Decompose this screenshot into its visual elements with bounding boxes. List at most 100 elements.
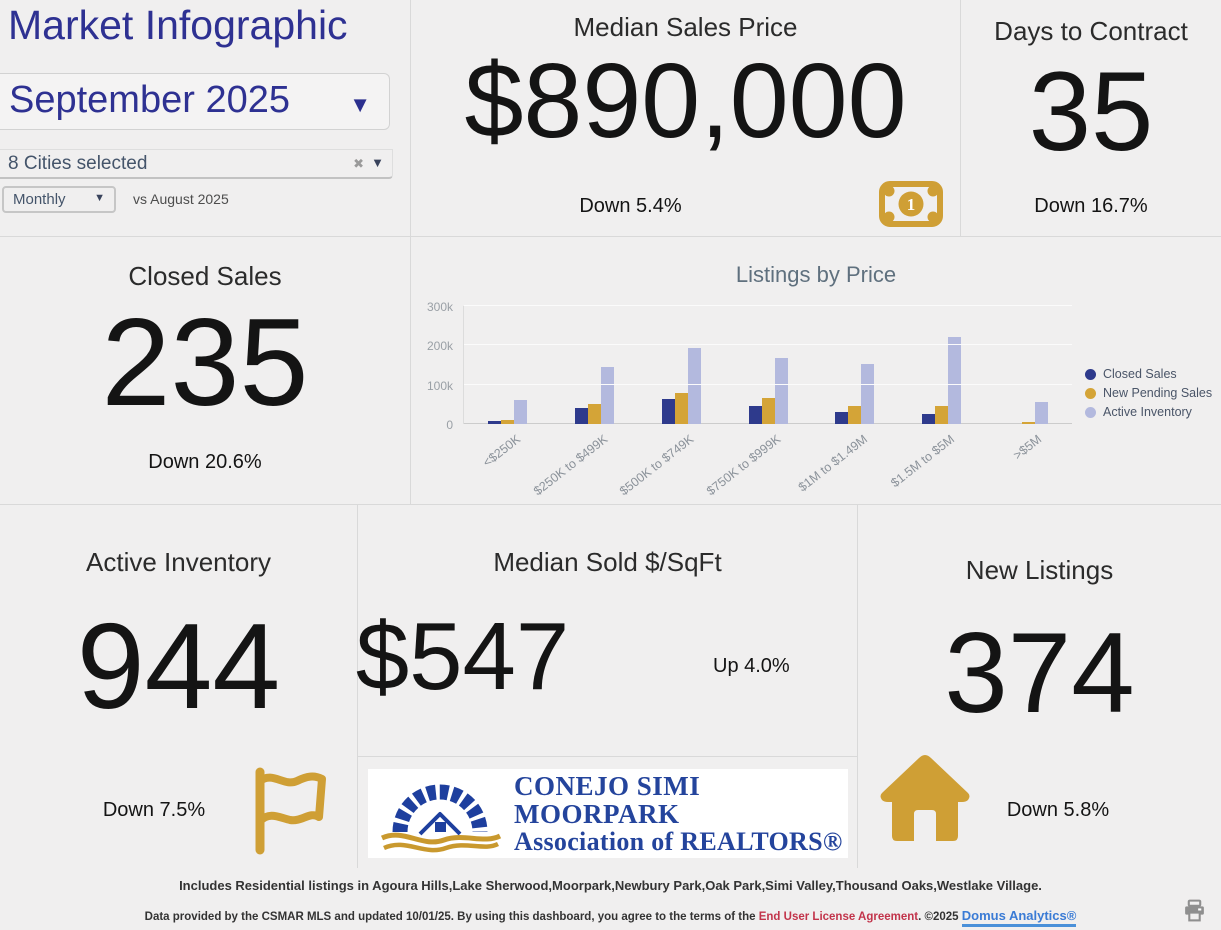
- bar-active-inventory: [513, 400, 527, 424]
- median-sold-sqft-value: $547: [355, 603, 570, 710]
- comparison-label: vs August 2025: [133, 191, 229, 207]
- eula-link[interactable]: End User License Agreement: [758, 911, 919, 923]
- new-listings-tile: New Listings 374 Down 5.8%: [858, 505, 1221, 868]
- clear-selection-icon[interactable]: ✖: [353, 156, 364, 171]
- x-axis-label: $1M to $1.49M: [796, 432, 871, 495]
- footer-coverage-note: Includes Residential listings in Agoura …: [179, 878, 1042, 893]
- association-logo-emblem-icon: [380, 784, 502, 852]
- money-bill-icon: 1: [879, 181, 943, 227]
- bar-active-inventory: [861, 364, 875, 424]
- association-logo: CONEJO SIMI MOORPARK Association of REAL…: [368, 769, 848, 858]
- legend-dot-icon: [1085, 368, 1096, 380]
- bar-group: $1.5M to $5M: [888, 306, 985, 490]
- gridline: [464, 305, 1072, 306]
- x-axis-label: $500K to $749K: [617, 432, 697, 499]
- y-axis-tick: 200k: [426, 339, 453, 354]
- legend-label: Closed Sales: [1103, 367, 1177, 381]
- bar-active-inventory: [687, 347, 701, 424]
- x-axis-label: >$5M: [1010, 432, 1045, 463]
- x-axis-label: <$250K: [480, 432, 524, 470]
- days-to-contract-tile: Days to Contract 35 Down 16.7%: [961, 0, 1221, 237]
- tile-title: New Listings: [965, 555, 1114, 585]
- bar-new-pending-sales: [935, 406, 949, 424]
- month-dropdown[interactable]: September 2025 ▼: [0, 73, 390, 130]
- bar-active-inventory: [774, 357, 788, 424]
- legend-item[interactable]: New Pending Sales: [1085, 386, 1212, 400]
- change-label: Up 4.0%: [713, 655, 790, 677]
- change-label: Down 7.5%: [102, 799, 206, 821]
- legend-item[interactable]: Active Inventory: [1085, 405, 1212, 419]
- legend-dot-icon: [1085, 406, 1096, 418]
- chevron-down-icon: ▼: [349, 92, 371, 117]
- closed-sales-tile: Closed Sales 235 Down 20.6%: [0, 237, 411, 505]
- change-label: Down 16.7%: [1034, 195, 1148, 217]
- footer-attribution-text: Data provided by the CSMAR MLS and updat…: [144, 911, 759, 923]
- chart-plot: <$250K $250K to $499K $500K to $749K $750K …: [463, 305, 1072, 498]
- gridline: [464, 344, 1072, 346]
- legend-item[interactable]: Closed Sales: [1085, 367, 1212, 381]
- bar-closed-sales: [835, 412, 849, 424]
- bar-new-pending-sales: [500, 420, 514, 424]
- y-axis-tick: 0: [446, 418, 453, 432]
- legend-dot-icon: [1085, 387, 1096, 399]
- chevron-down-icon: ▼: [94, 192, 105, 204]
- bar-new-pending-sales: [761, 398, 775, 424]
- bar-group: $1M to $1.49M: [796, 306, 898, 494]
- x-axis-label: $1.5M to $5M: [888, 432, 958, 491]
- legend-label: New Pending Sales: [1103, 386, 1213, 400]
- bar-group: <$250K: [464, 306, 551, 470]
- tile-title: Active Inventory: [86, 547, 271, 577]
- y-axis-tick: 300k: [426, 300, 453, 314]
- bar-new-pending-sales: [1022, 422, 1036, 424]
- change-label: Down 20.6%: [148, 451, 262, 473]
- association-name: CONEJO SIMI MOORPARK: [514, 770, 701, 829]
- bar-closed-sales: [922, 414, 936, 424]
- active-inventory-tile: Active Inventory 944 Down 7.5%: [0, 505, 358, 868]
- days-to-contract-value: 35: [1028, 49, 1154, 174]
- cities-dropdown-value: 8 Cities selected: [8, 153, 148, 174]
- bar-group: $250K to $499K: [531, 306, 638, 498]
- period-dropdown[interactable]: Monthly ▼: [2, 186, 116, 213]
- legend-label: Active Inventory: [1103, 405, 1192, 419]
- change-label: Down 5.8%: [1006, 799, 1110, 821]
- bar-closed-sales: [661, 399, 675, 424]
- median-sales-price-tile: Median Sales Price $890,000 Down 5.4% 1: [411, 0, 961, 237]
- association-logo-text: CONEJO SIMI MOORPARK Association of REAL…: [514, 772, 848, 855]
- flag-icon: [255, 767, 326, 855]
- chevron-down-icon: ▼: [371, 155, 384, 170]
- chart-y-axis: 0 100k 200k 300k: [411, 300, 457, 432]
- association-subtitle: Association of REALTORS®: [514, 827, 843, 857]
- new-listings-value: 374: [944, 610, 1135, 737]
- median-sold-sqft-tile: Median Sold $/SqFt $547 Up 4.0%: [356, 505, 858, 757]
- x-axis-label: $750K to $999K: [704, 432, 784, 499]
- bar-closed-sales: [748, 406, 762, 424]
- bar-active-inventory: [600, 367, 614, 424]
- listings-by-price-chart: Listings by Price 0 100k 200k 300k <$250K $2…: [411, 237, 1221, 505]
- tile-title: Days to Contract: [994, 16, 1188, 46]
- month-dropdown-value: September 2025: [9, 79, 290, 121]
- footer: Includes Residential listings in Agoura …: [0, 868, 1221, 930]
- page-title: Market Infographic: [8, 2, 348, 48]
- bar-closed-sales: [574, 408, 588, 424]
- printer-icon[interactable]: [1182, 898, 1207, 923]
- period-dropdown-value: Monthly: [13, 191, 66, 208]
- change-label: Down 5.4%: [579, 195, 682, 217]
- active-inventory-value: 944: [76, 598, 281, 734]
- tile-title: Closed Sales: [128, 261, 282, 291]
- money-bill-label: 1: [907, 195, 916, 214]
- bar-new-pending-sales: [674, 392, 688, 424]
- cities-dropdown[interactable]: 8 Cities selected ✖ ▼: [0, 149, 393, 179]
- footer-attribution: Data provided by the CSMAR MLS and updat…: [0, 908, 1221, 927]
- footer-copyright-text: . ©2025: [918, 911, 962, 923]
- bar-new-pending-sales: [848, 405, 862, 424]
- tile-title: Median Sales Price: [573, 12, 798, 42]
- association-logo-tile: CONEJO SIMI MOORPARK Association of REAL…: [358, 757, 858, 868]
- chart-title: Listings by Price: [735, 262, 897, 287]
- bar-new-pending-sales: [587, 404, 601, 424]
- bar-closed-sales: [487, 420, 501, 424]
- domus-analytics-link[interactable]: Domus Analytics®: [961, 908, 1077, 927]
- median-sales-price-value: $890,000: [464, 42, 907, 160]
- bar-active-inventory: [1035, 401, 1049, 424]
- bar-group: $750K to $999K: [704, 306, 812, 498]
